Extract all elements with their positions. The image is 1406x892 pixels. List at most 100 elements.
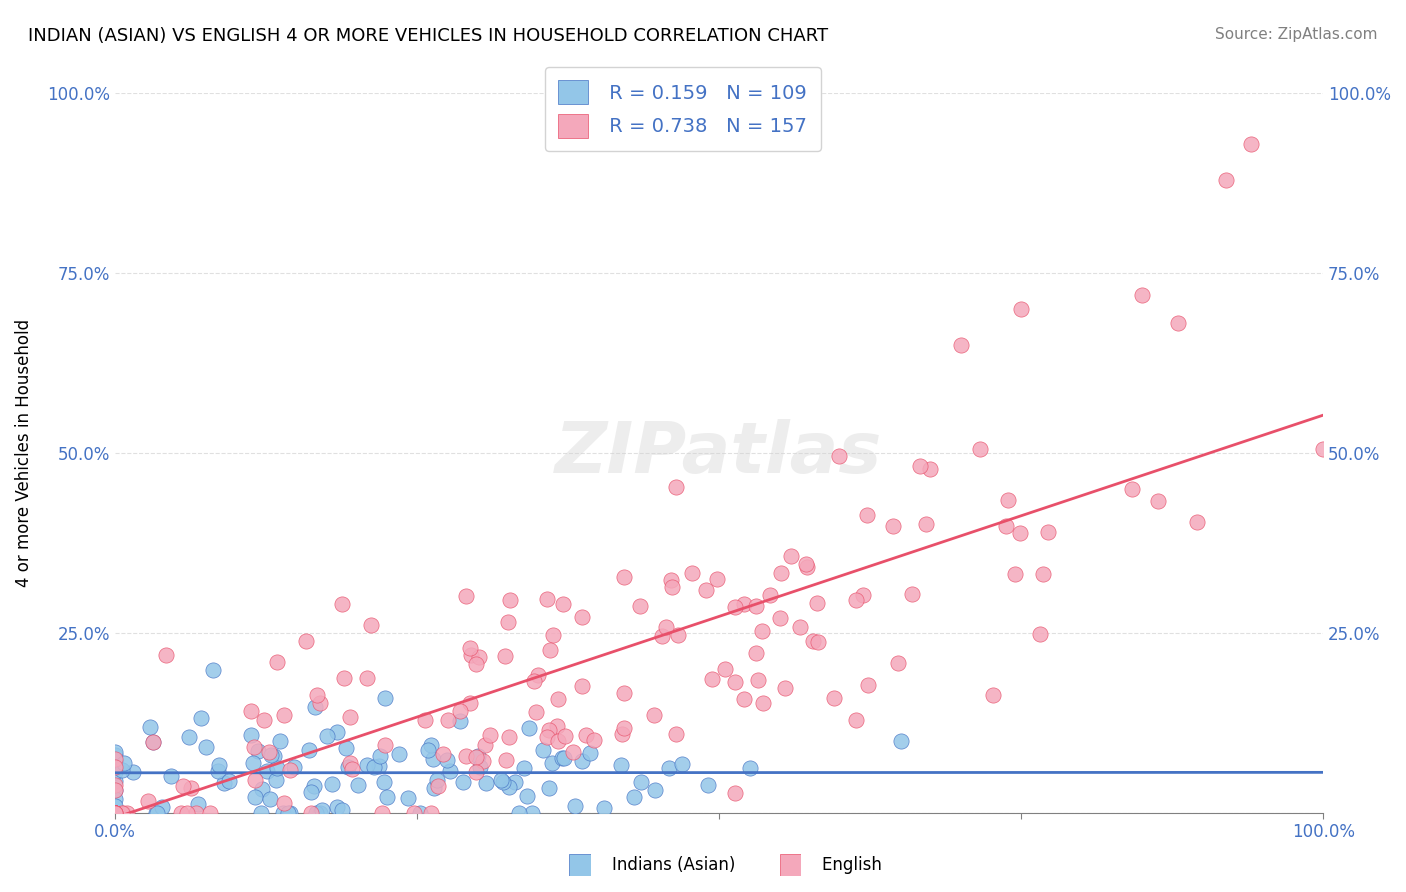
Point xyxy=(554,730,576,744)
Point xyxy=(180,781,202,796)
Point xyxy=(190,710,212,724)
Point xyxy=(651,629,673,643)
Point xyxy=(995,518,1018,533)
Point xyxy=(104,805,127,820)
Point xyxy=(547,691,569,706)
Point xyxy=(494,649,516,664)
Point xyxy=(271,805,294,820)
Point xyxy=(920,462,942,476)
Point xyxy=(671,756,693,771)
Point xyxy=(724,600,747,615)
Point xyxy=(121,764,143,779)
Point xyxy=(537,781,560,796)
Point xyxy=(1130,287,1153,301)
Point xyxy=(104,805,127,820)
Point xyxy=(1147,494,1170,508)
Point xyxy=(104,760,127,774)
Point xyxy=(259,747,281,762)
Point xyxy=(342,763,364,777)
Point xyxy=(546,719,568,733)
Point xyxy=(283,760,305,774)
Point xyxy=(368,758,391,772)
Point xyxy=(706,572,728,586)
Point xyxy=(436,714,458,728)
Point xyxy=(243,773,266,788)
Point xyxy=(104,745,127,759)
Point xyxy=(547,734,569,748)
Point xyxy=(458,696,481,710)
Point xyxy=(665,479,688,493)
Point xyxy=(806,596,828,610)
Point xyxy=(538,723,561,737)
Point xyxy=(326,725,349,739)
Point xyxy=(104,805,127,820)
Point xyxy=(474,739,496,753)
Point xyxy=(505,774,527,789)
Point xyxy=(630,775,652,789)
Point xyxy=(571,679,593,693)
Point xyxy=(309,696,332,710)
Point xyxy=(266,773,288,788)
Point xyxy=(655,620,678,634)
Point xyxy=(396,791,419,805)
Point xyxy=(239,704,262,718)
Point xyxy=(522,805,544,820)
Point xyxy=(468,650,491,665)
Point xyxy=(273,797,295,811)
Point xyxy=(150,799,173,814)
Point xyxy=(666,627,689,641)
Point xyxy=(949,338,972,352)
Point xyxy=(582,733,605,747)
Point xyxy=(195,740,218,755)
Point xyxy=(104,756,127,770)
Point xyxy=(266,761,288,775)
Point xyxy=(1312,442,1334,457)
Point xyxy=(513,761,536,775)
Point xyxy=(1167,317,1189,331)
Point xyxy=(347,778,370,792)
Point xyxy=(176,805,198,820)
Point xyxy=(747,673,769,688)
Point xyxy=(695,582,717,597)
Point xyxy=(409,805,432,820)
Point xyxy=(454,589,477,603)
Point xyxy=(724,786,747,800)
Point xyxy=(136,793,159,807)
Point xyxy=(492,775,515,789)
Point xyxy=(142,735,165,749)
Text: Source: ZipAtlas.com: Source: ZipAtlas.com xyxy=(1215,27,1378,42)
Point xyxy=(214,776,236,790)
Point xyxy=(1121,482,1143,496)
Point xyxy=(104,783,127,797)
Point xyxy=(1036,525,1059,540)
Point xyxy=(773,681,796,695)
Point xyxy=(498,780,520,795)
Point xyxy=(104,805,127,820)
Point xyxy=(759,587,782,601)
Point xyxy=(901,587,924,601)
Point xyxy=(311,803,333,817)
Point xyxy=(796,560,818,574)
Point xyxy=(252,782,274,797)
Point xyxy=(845,593,868,607)
Point xyxy=(1010,301,1032,316)
Point xyxy=(612,570,634,584)
Point xyxy=(465,657,488,672)
Point xyxy=(249,805,271,820)
Point xyxy=(700,672,723,686)
Point xyxy=(388,747,411,761)
Point xyxy=(198,805,221,820)
Point xyxy=(104,805,127,820)
Point xyxy=(713,662,735,676)
Point xyxy=(218,774,240,789)
Point xyxy=(479,728,502,742)
Point xyxy=(733,598,755,612)
Point xyxy=(413,713,436,727)
Point xyxy=(432,747,454,761)
Point xyxy=(910,458,932,473)
Point xyxy=(579,746,602,760)
Point xyxy=(752,696,775,710)
Point xyxy=(259,791,281,805)
Point xyxy=(523,674,546,689)
Point xyxy=(1215,172,1237,186)
